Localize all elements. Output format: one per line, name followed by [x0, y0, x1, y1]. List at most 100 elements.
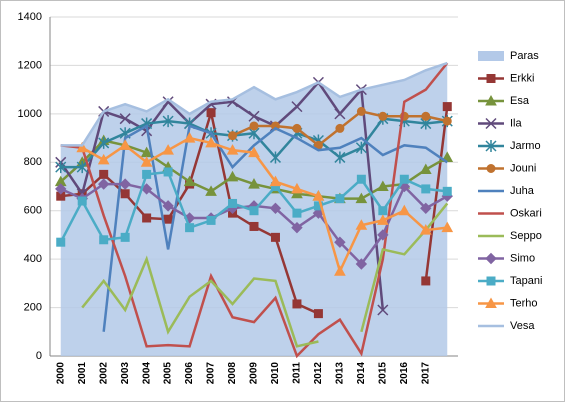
marker [142, 169, 152, 179]
legend-label: Juha [510, 185, 535, 197]
marker [185, 223, 195, 233]
marker [355, 258, 368, 270]
x-tick-label: 2014 [356, 362, 367, 385]
marker [356, 174, 366, 184]
marker [486, 164, 496, 173]
marker [421, 111, 431, 121]
x-tick-label: 2007 [206, 362, 217, 385]
marker [99, 235, 109, 245]
legend-label: Jarmo [510, 140, 541, 152]
marker [378, 206, 388, 216]
marker [98, 136, 110, 149]
marker [99, 169, 109, 179]
marker [77, 196, 87, 206]
y-tick-label: 1400 [18, 11, 42, 23]
marker [334, 108, 346, 120]
marker [376, 180, 389, 191]
marker [355, 219, 368, 230]
series-line [60, 61, 448, 147]
marker [248, 178, 260, 189]
y-tick-label: 600 [24, 205, 42, 217]
marker [486, 74, 496, 83]
marker [55, 183, 67, 195]
legend-label: Paras [510, 50, 539, 62]
x-tick-label: 2002 [98, 362, 109, 385]
x-tick-label: 2015 [377, 362, 388, 385]
y-tick-label: 800 [24, 156, 42, 168]
legend-label: Jouni [510, 162, 536, 174]
series-line [59, 80, 385, 311]
marker [419, 163, 432, 175]
marker [377, 229, 389, 241]
marker [312, 190, 325, 201]
series-line [60, 62, 449, 359]
marker [183, 132, 196, 143]
marker [269, 202, 282, 215]
y-tick-label: 0 [36, 350, 42, 362]
marker [97, 178, 110, 190]
marker [206, 108, 216, 118]
marker [249, 221, 259, 231]
marker [420, 202, 432, 215]
marker [228, 131, 238, 141]
marker [292, 123, 302, 133]
x-tick-label: 2008 [227, 362, 238, 385]
marker [205, 185, 217, 196]
marker [119, 139, 132, 150]
marker [162, 200, 174, 212]
marker [485, 117, 497, 130]
marker [226, 144, 239, 155]
marker [334, 151, 346, 164]
marker [355, 192, 368, 204]
marker [76, 161, 88, 174]
x-tick-label: 2003 [120, 362, 131, 385]
marker [162, 115, 174, 128]
marker [228, 198, 238, 208]
marker [249, 121, 259, 131]
series-line [81, 202, 449, 348]
marker [291, 101, 303, 113]
marker [162, 96, 174, 108]
marker [248, 110, 260, 122]
marker [486, 276, 496, 286]
x-tick-label: 2013 [335, 362, 346, 385]
marker [249, 206, 259, 216]
x-tick-label: 2017 [420, 362, 431, 385]
legend-label: Ila [510, 117, 523, 129]
series-line [102, 124, 448, 332]
marker [248, 146, 260, 158]
legend-label: Oskari [510, 207, 542, 219]
marker [120, 189, 130, 199]
marker [291, 182, 303, 194]
marker [163, 167, 173, 177]
marker [421, 276, 431, 286]
y-tick-label: 200 [24, 301, 42, 313]
y-tick-label: 1200 [18, 59, 42, 71]
marker [269, 175, 282, 187]
marker [163, 214, 173, 224]
legend-swatch [478, 51, 504, 61]
marker [76, 141, 89, 153]
marker [419, 224, 432, 235]
marker [334, 236, 346, 248]
marker [356, 106, 366, 116]
x-tick-label: 2010 [270, 362, 281, 385]
x-tick-label: 2004 [141, 362, 152, 385]
marker [206, 215, 216, 225]
legend-label: Tapani [510, 275, 542, 287]
marker [442, 116, 452, 126]
marker [485, 297, 497, 308]
marker [335, 194, 345, 204]
marker [355, 141, 367, 154]
marker [485, 94, 497, 106]
x-tick-label: 2016 [399, 362, 410, 385]
marker [205, 136, 217, 148]
x-tick-label: 2012 [313, 362, 324, 385]
marker [140, 156, 153, 167]
legend-label: Erkki [510, 72, 534, 84]
marker [119, 113, 131, 125]
legend-label: Terho [510, 297, 538, 309]
marker [226, 170, 239, 182]
legend-label: Simo [510, 252, 535, 264]
